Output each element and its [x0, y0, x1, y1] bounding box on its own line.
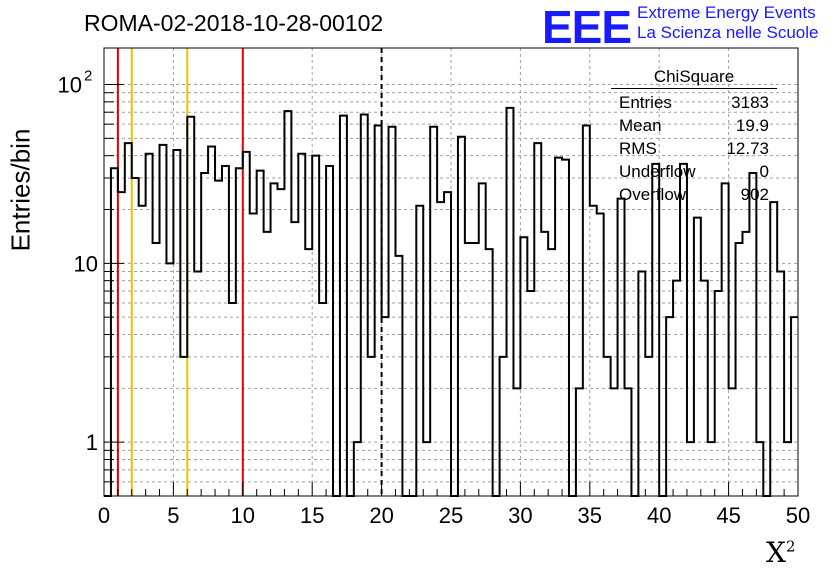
stats-value: 0	[759, 162, 769, 181]
x-tick-label: 15	[300, 503, 324, 528]
x-tick-label: 35	[578, 503, 602, 528]
x-tick-label: 50	[786, 503, 810, 528]
x-tick-label: 45	[716, 503, 740, 528]
stats-label: Underflow	[619, 162, 696, 181]
stats-row-underflow: Underflow 0	[611, 160, 777, 183]
x-axis-title: X2	[766, 536, 795, 569]
stats-label: RMS	[619, 139, 657, 158]
y-tick-exponent: 2	[84, 68, 92, 85]
stats-box: ChiSquare Entries 3183 Mean 19.9 RMS 12.…	[611, 67, 777, 206]
stats-value: 902	[740, 185, 769, 204]
stats-row-entries: Entries 3183	[611, 91, 777, 114]
stats-value: 3183	[731, 93, 769, 112]
x-axis-superscript: 2	[785, 537, 796, 556]
y-axis-label: Entries/bin	[5, 128, 36, 252]
y-axis-title: Entries/bin	[4, 110, 38, 270]
y-tick-label: 1	[86, 430, 98, 455]
stats-row-mean: Mean 19.9	[611, 114, 777, 137]
chart-title: ROMA-02-2018-10-28-00102	[84, 10, 384, 36]
x-axis-label: X	[766, 536, 786, 569]
x-tick-label: 30	[508, 503, 532, 528]
x-tick-label: 25	[439, 503, 463, 528]
y-tick-label: 10	[74, 251, 98, 276]
x-tick-label: 0	[98, 503, 110, 528]
x-tick-label: 40	[647, 503, 671, 528]
histogram-series	[104, 106, 798, 497]
x-tick-label: 5	[167, 503, 179, 528]
stats-header: ChiSquare	[611, 67, 777, 89]
logo-text-line1: Extreme Energy Events	[637, 3, 816, 22]
y-tick-label: 10	[58, 73, 82, 98]
stats-value: 19.9	[735, 116, 769, 135]
stats-row-rms: RMS 12.73	[611, 137, 777, 160]
x-tick-label: 20	[369, 503, 393, 528]
stats-label: Entries	[619, 93, 672, 112]
stats-label: Mean	[619, 116, 662, 135]
stats-value: 12.73	[726, 139, 769, 158]
x-tick-label: 10	[231, 503, 255, 528]
logo-text-line2: La Scienza nelle Scuole	[637, 23, 819, 42]
eee-logo: EEE	[542, 1, 632, 53]
stats-label: Overflow	[619, 185, 687, 204]
stats-row-overflow: Overflow 902	[611, 183, 777, 206]
